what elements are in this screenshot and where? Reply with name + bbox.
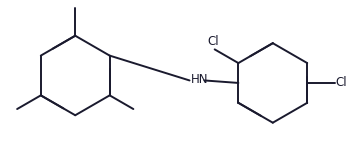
Text: HN: HN xyxy=(191,73,208,86)
Text: Cl: Cl xyxy=(336,77,347,89)
Text: Cl: Cl xyxy=(208,35,219,48)
